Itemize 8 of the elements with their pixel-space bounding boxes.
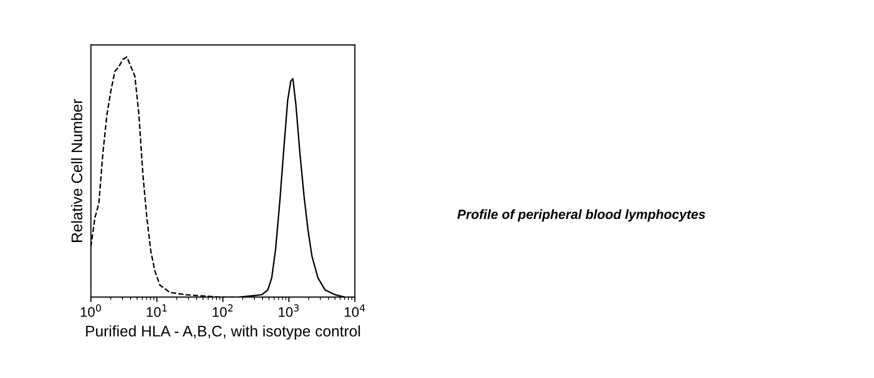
x-tick-label: 10$^{4}$ bbox=[344, 304, 365, 317]
x-tick-label: 10$^{3}$ bbox=[278, 304, 299, 317]
x-tick-label: 10$^{2}$ bbox=[212, 304, 233, 317]
x-axis-title: Purified HLA - A,B,C, with isotype control bbox=[86, 325, 360, 340]
y-axis-title: Relative Cell Number bbox=[71, 99, 82, 242]
x-tick-label: 10$^{1}$ bbox=[146, 304, 167, 317]
text: Profile of peripheral blood lymphocytes bbox=[457, 209, 706, 222]
x-tick-label: 10$^{0}$ bbox=[80, 304, 101, 317]
